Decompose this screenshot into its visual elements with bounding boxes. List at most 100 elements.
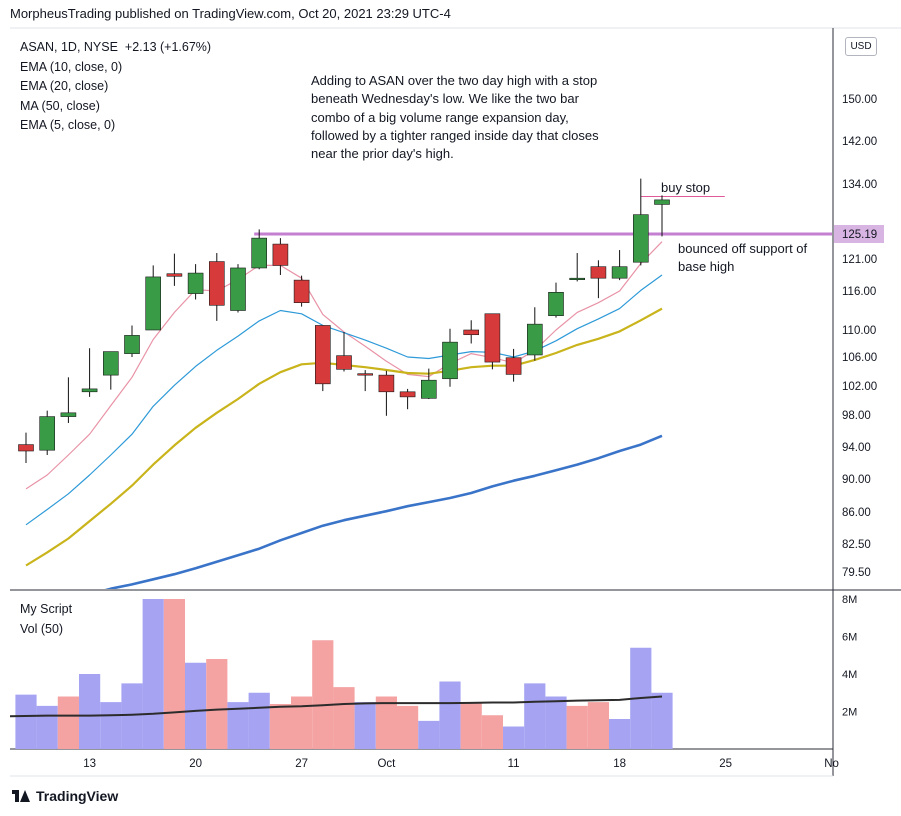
volume-bar <box>36 705 58 749</box>
volume-bar <box>248 692 270 749</box>
candle-body <box>124 335 140 354</box>
legend-change: +2.13 (+1.67%) <box>124 40 212 54</box>
price-axis[interactable]: 79.50 82.50 86.00 90.00 94.00 98.00 102.00 106.… <box>834 94 884 579</box>
candle <box>632 178 649 266</box>
volume-bar <box>57 696 79 749</box>
candle-body <box>145 276 161 331</box>
tradingview-logo-icon <box>12 790 30 802</box>
publish-header: MorpheusTrading published on TradingView… <box>10 6 451 21</box>
candle <box>124 325 140 357</box>
volume-legend-study[interactable]: Vol (50) <box>20 621 64 636</box>
price-pane[interactable] <box>18 178 834 612</box>
time-tick-label: 20 <box>189 758 202 770</box>
candle <box>420 368 437 400</box>
volume-bar <box>651 692 673 749</box>
price-tick-label: 142.00 <box>842 136 877 148</box>
volume-bar <box>121 683 143 749</box>
annotation-main-note[interactable]: Adding to ASAN over the two day high wit… <box>311 73 599 162</box>
candle-body <box>357 373 374 376</box>
candle-body <box>81 388 98 393</box>
volume-bar <box>481 715 503 749</box>
volume-bar <box>566 705 588 749</box>
volume-bar <box>312 640 334 749</box>
volume-bar <box>185 662 207 749</box>
candle-body <box>611 266 628 279</box>
candle-body <box>209 261 225 306</box>
legend-study-ma50[interactable]: MA (50, close) <box>20 98 100 113</box>
candle <box>590 260 607 299</box>
tradingview-footer[interactable]: TradingView <box>12 788 118 804</box>
volume-tick-label: 6M <box>842 632 857 644</box>
volume-bar <box>15 694 37 749</box>
price-tick-label: 102.00 <box>842 381 877 393</box>
time-tick-label: 13 <box>83 758 96 770</box>
currency-button[interactable]: USD <box>845 37 877 56</box>
price-tick-label: 121.00 <box>842 254 877 266</box>
candle-body <box>230 267 246 311</box>
candle <box>505 348 522 382</box>
candle <box>548 282 564 318</box>
price-tick-label: 110.00 <box>842 325 876 337</box>
price-tick-label: 86.00 <box>842 507 871 519</box>
candle <box>484 313 501 370</box>
candle-body <box>378 374 395 393</box>
volume-legend-title[interactable]: My Script <box>20 602 73 616</box>
price-tick-label: 98.00 <box>842 410 871 422</box>
legend-symbol-row: ASAN, 1D, NYSE +2.13 (+1.67%) <box>20 38 211 58</box>
volume-bar <box>163 599 185 749</box>
volume-axis[interactable]: 8M 6M 4M 2M <box>842 594 857 719</box>
candle <box>209 253 225 321</box>
candle-body <box>293 279 310 303</box>
volume-bar <box>291 696 313 749</box>
volume-bar <box>269 704 291 749</box>
annotation-bounce-note[interactable]: bounced off support of base high <box>678 241 808 275</box>
price-tick-label: 134.00 <box>842 179 877 191</box>
last-price-label-bg <box>834 225 884 243</box>
candle-body <box>420 379 437 399</box>
candle <box>39 410 56 455</box>
candle-body <box>336 355 352 370</box>
candle <box>336 332 352 372</box>
ma50-line <box>104 434 663 589</box>
price-tick-label: 116.00 <box>842 286 876 298</box>
legend-study-ema10[interactable]: EMA (10, close, 0) <box>20 59 123 74</box>
time-axis[interactable]: 13 20 27 Oct 11 18 25 No <box>83 758 839 770</box>
candle <box>357 370 374 392</box>
candle <box>60 377 77 423</box>
price-tick-label: 94.00 <box>842 442 871 454</box>
candle-body <box>60 412 77 417</box>
volume-legend: My Script Vol (50) <box>20 600 72 639</box>
volume-tick-label: 4M <box>842 669 857 681</box>
candle <box>18 432 34 463</box>
price-tick-label: 90.00 <box>842 474 871 486</box>
legend-study-ema20[interactable]: EMA (20, close) <box>20 79 109 93</box>
candle <box>654 195 670 237</box>
legend-study-ema5[interactable]: EMA (5, close, 0) <box>20 118 116 132</box>
candle-body <box>18 444 34 452</box>
candle-body <box>251 237 267 269</box>
volume-bar <box>142 599 164 749</box>
candle-body <box>632 214 649 263</box>
candle <box>569 253 586 282</box>
candle <box>81 348 98 397</box>
time-tick-label: 11 <box>508 758 520 770</box>
candle-body <box>442 341 458 380</box>
time-tick-label: 25 <box>719 758 732 770</box>
candle-body <box>314 325 331 385</box>
volume-bar <box>397 705 419 749</box>
volume-bar <box>587 702 609 749</box>
volume-bar <box>503 726 525 749</box>
candle <box>103 351 119 390</box>
candle <box>187 264 204 300</box>
ema10-line <box>25 274 663 526</box>
candle <box>314 325 331 392</box>
candle <box>399 388 416 410</box>
candle <box>230 264 246 313</box>
annotation-buy-stop[interactable]: buy stop <box>661 180 711 195</box>
volume-pane[interactable] <box>9 599 673 749</box>
candle-body <box>103 351 119 376</box>
volume-bar <box>100 702 122 749</box>
candle <box>166 253 183 286</box>
volume-bar <box>79 674 101 749</box>
